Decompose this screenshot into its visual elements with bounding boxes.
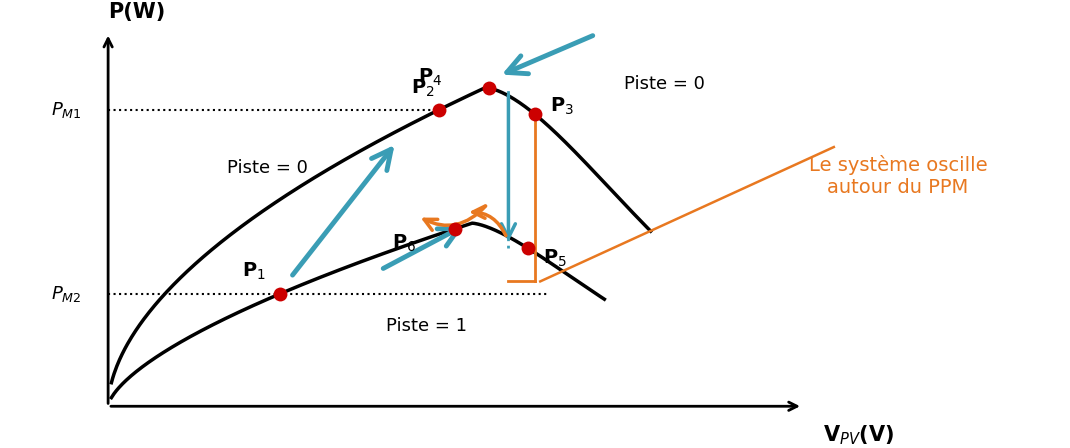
Text: $\mathbf{P}_{5}$: $\mathbf{P}_{5}$ [542, 248, 567, 269]
Text: $P_{M1}$: $P_{M1}$ [51, 100, 81, 120]
Text: $\mathbf{P}_{1}$: $\mathbf{P}_{1}$ [242, 260, 265, 282]
Text: $\mathbf{P}_{3}$: $\mathbf{P}_{3}$ [550, 95, 574, 116]
Text: Piste = 0: Piste = 0 [624, 75, 705, 93]
Text: Piste = 0: Piste = 0 [227, 159, 308, 177]
Text: Piste = 1: Piste = 1 [386, 317, 467, 335]
Text: $P_{M2}$: $P_{M2}$ [51, 284, 81, 304]
Text: V$_{PV}$(V): V$_{PV}$(V) [823, 424, 893, 448]
Text: $\mathbf{P}_{6}$: $\mathbf{P}_{6}$ [392, 233, 416, 254]
Text: $\mathbf{P}_{4}$: $\mathbf{P}_{4}$ [417, 67, 442, 88]
Text: $\mathbf{P}_{2}$: $\mathbf{P}_{2}$ [411, 78, 434, 99]
Text: P(W): P(W) [108, 2, 166, 22]
Text: Le système oscille
autour du PPM: Le système oscille autour du PPM [809, 155, 988, 197]
